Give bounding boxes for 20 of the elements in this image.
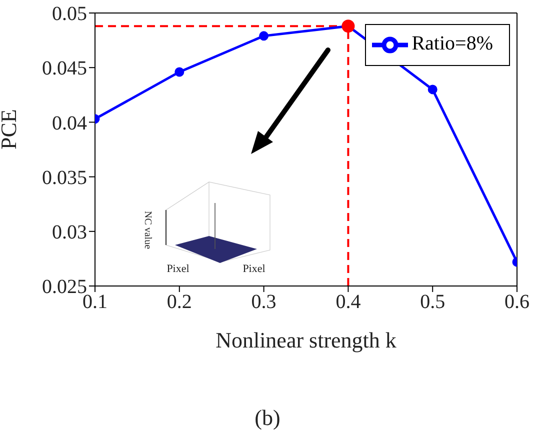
annotation: Pixel [166, 263, 190, 275]
legend-label: Ratio=8% [412, 32, 493, 55]
point [259, 31, 269, 41]
y-tick-label: 0.045 [42, 58, 87, 80]
x-axis-title: Nonlinear strength k [216, 328, 396, 353]
y-tick-label: 0.04 [52, 112, 87, 134]
x-tick-label: 0.6 [504, 291, 530, 314]
text: (b) [254, 405, 282, 431]
point [428, 84, 438, 94]
point [174, 67, 184, 77]
x-tick-label: 0.5 [420, 291, 446, 314]
annotation: Pixel [242, 263, 266, 275]
x-tick-label: 0.4 [336, 291, 361, 314]
y-tick-label: 0.035 [42, 166, 87, 189]
y-axis-title: PCE [0, 109, 21, 150]
annotation: NC value [142, 210, 153, 250]
x-tick-label: 0.2 [166, 291, 192, 314]
y-tick-label: 0.05 [52, 3, 87, 26]
y-tick-label: 0.03 [52, 222, 87, 244]
x-tick-label: 0.3 [251, 291, 276, 314]
